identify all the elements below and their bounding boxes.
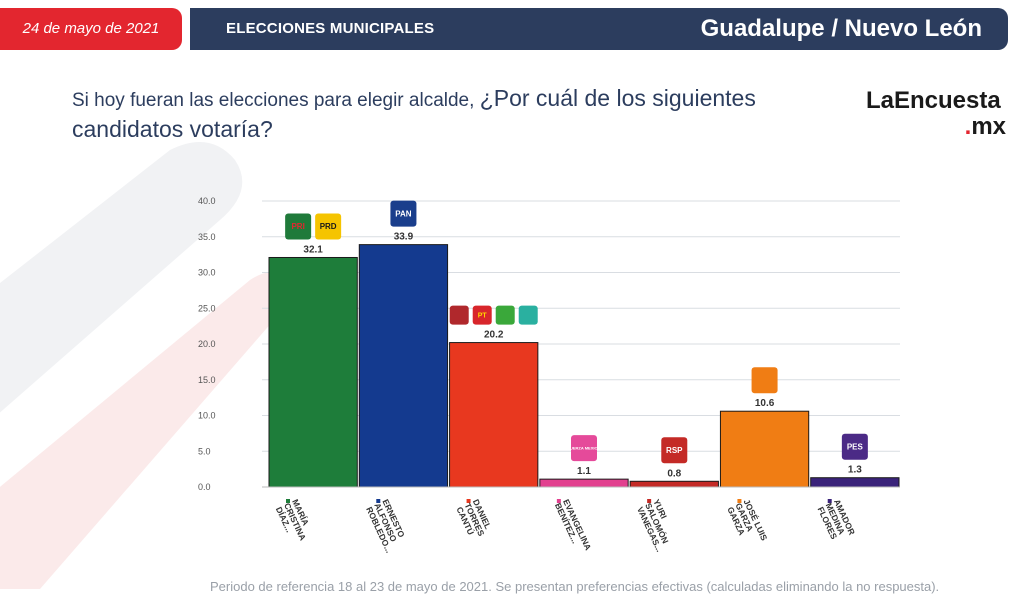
- category-marker: [827, 499, 832, 503]
- y-tick-label: 5.0: [198, 446, 211, 456]
- category-label: ERNESTOALFONSOROBLEDO...: [364, 498, 410, 555]
- category-marker: [737, 499, 742, 503]
- survey-question: Si hoy fueran las elecciones para elegir…: [72, 84, 852, 144]
- logo-line1: LaEncuesta: [866, 87, 1001, 114]
- party-logo-text: FUERZA MEXICO: [568, 445, 601, 450]
- bar: [810, 477, 900, 488]
- prd-logo-icon: [315, 213, 342, 240]
- value-label: 32.1: [303, 244, 323, 255]
- category-marker: [466, 499, 471, 503]
- party-logo-text: PT: [478, 312, 488, 319]
- bar: [268, 256, 358, 488]
- value-label: 20.2: [484, 330, 504, 341]
- value-label: 1.3: [848, 465, 862, 476]
- category-marker: [556, 499, 561, 503]
- y-tick-label: 20.0: [198, 339, 216, 349]
- party-logo-text: PAN: [395, 209, 412, 218]
- y-tick-label: 40.0: [198, 196, 216, 206]
- laencuesta-logo: LaEncuesta .mx: [866, 88, 1012, 140]
- movimiento-ciudadano-logo-icon: [751, 367, 778, 394]
- value-label: 33.9: [394, 232, 414, 243]
- category-marker: [647, 499, 652, 503]
- party-logo-text: PRI: [291, 222, 304, 231]
- party-logo-text: PRD: [320, 222, 337, 231]
- bar: [358, 244, 449, 488]
- rsp-logo-icon: [661, 437, 688, 464]
- value-label: 1.1: [577, 466, 591, 477]
- logo-line2: mx: [971, 113, 1006, 140]
- party-logo-text: RSP: [666, 446, 683, 455]
- category-marker: [376, 499, 381, 503]
- title-tab: ELECCIONES MUNICIPALES Guadalupe / Nuevo…: [190, 8, 1008, 50]
- fuerza-mexico-logo-icon: [571, 435, 597, 462]
- y-tick-label: 15.0: [198, 375, 216, 385]
- top-bar: 24 de mayo de 2021 ELECCIONES MUNICIPALE…: [0, 8, 1008, 50]
- date-tab: 24 de mayo de 2021: [0, 8, 182, 50]
- value-label: 10.6: [755, 398, 775, 409]
- category-label: YURISALOMÓNVANEGAS...: [635, 498, 681, 554]
- category-label: EVANGELINABENÍTEZ...: [553, 498, 594, 556]
- section-title: ELECCIONES MUNICIPALES: [226, 20, 435, 37]
- pt-logo-icon: [472, 305, 492, 325]
- category-label: MARÍACRISTINADÍAZ...: [274, 498, 316, 546]
- pes-logo-icon: [841, 433, 868, 460]
- logo-dot: .: [964, 113, 972, 140]
- value-label: 0.8: [667, 468, 681, 479]
- y-tick-label: 25.0: [198, 303, 216, 313]
- morena-logo-icon: [449, 305, 469, 325]
- y-tick-label: 10.0: [198, 411, 216, 421]
- question-intro: Si hoy fueran las elecciones para elegir…: [72, 90, 480, 111]
- y-tick-label: 30.0: [198, 268, 216, 278]
- question-main: ¿Por cuál de los siguientes candidatos v…: [72, 85, 756, 142]
- category-label: AMADORMEDINAFLORES: [816, 498, 858, 544]
- bar: [719, 410, 810, 488]
- place-title: Guadalupe / Nuevo León: [700, 15, 982, 42]
- category-label: DANIELTORRESCANTÚ: [454, 498, 494, 542]
- y-tick-label: 35.0: [198, 232, 216, 242]
- bar: [629, 480, 719, 488]
- pan-logo-icon: [390, 200, 417, 227]
- y-tick-label: 0.0: [198, 482, 211, 492]
- bar: [539, 478, 629, 488]
- nueva-alianza-logo-icon: [518, 305, 538, 325]
- category-label: JOSÉ LUISGARZAGARZA: [725, 498, 769, 550]
- category-marker: [286, 499, 290, 503]
- bar: [449, 342, 539, 488]
- verde-logo-icon: [495, 305, 515, 325]
- footnote: Periodo de referencia 18 al 23 de mayo d…: [210, 579, 940, 594]
- pri-logo-icon: [285, 213, 312, 240]
- party-logo-text: PES: [847, 442, 864, 451]
